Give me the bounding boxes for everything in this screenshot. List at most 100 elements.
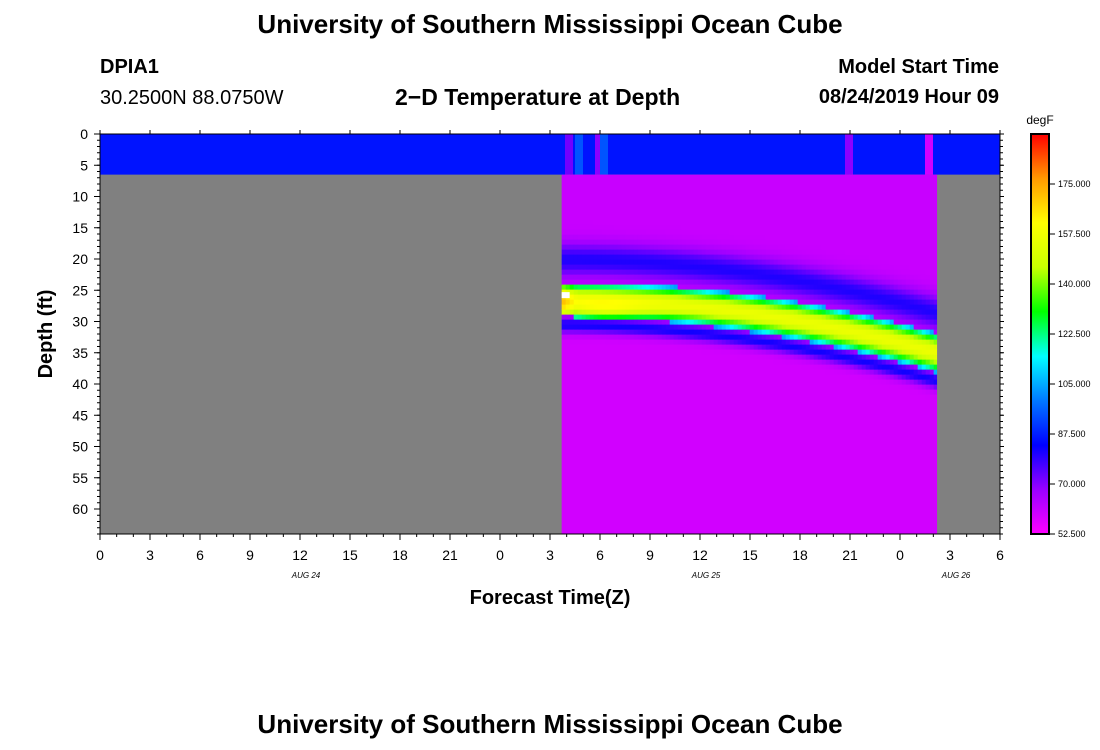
heatmap-cell bbox=[901, 184, 907, 191]
heatmap-cell bbox=[681, 359, 687, 366]
heatmap-cell bbox=[893, 214, 899, 221]
heatmap-cell bbox=[777, 249, 783, 256]
heatmap-cell bbox=[653, 254, 659, 261]
heatmap-cell bbox=[781, 264, 787, 271]
heatmap-cell bbox=[897, 384, 903, 391]
heatmap-cell bbox=[901, 209, 907, 216]
heatmap-cell bbox=[893, 409, 899, 416]
heatmap-cell bbox=[677, 204, 683, 211]
heatmap-cell bbox=[797, 384, 803, 391]
heatmap-cell bbox=[649, 374, 655, 381]
heatmap-cell bbox=[809, 209, 815, 216]
heatmap-cell bbox=[829, 379, 835, 386]
heatmap-cell bbox=[653, 184, 659, 191]
heatmap-cell bbox=[837, 249, 843, 256]
heatmap-cell bbox=[645, 379, 651, 386]
heatmap-cell bbox=[589, 209, 595, 216]
heatmap-cell bbox=[733, 294, 739, 301]
heatmap-cell bbox=[561, 199, 567, 206]
heatmap-cell bbox=[781, 359, 787, 366]
heatmap-cell bbox=[753, 214, 759, 221]
heatmap-cell bbox=[625, 384, 631, 391]
heatmap-cell bbox=[625, 314, 631, 321]
heatmap-cell bbox=[873, 299, 879, 306]
heatmap-cell bbox=[621, 394, 627, 401]
heatmap-cell bbox=[925, 359, 931, 366]
heatmap-cell bbox=[841, 364, 847, 371]
heatmap-cell bbox=[565, 264, 571, 271]
heatmap-cell bbox=[641, 419, 647, 426]
heatmap-cell bbox=[573, 339, 579, 346]
heatmap-cell bbox=[849, 364, 855, 371]
heatmap-cell bbox=[921, 294, 927, 301]
heatmap-cell bbox=[641, 384, 647, 391]
heatmap-cell bbox=[697, 434, 703, 441]
heatmap-cell bbox=[633, 199, 639, 206]
heatmap-cell bbox=[925, 339, 931, 346]
heatmap-cell bbox=[837, 174, 843, 181]
heatmap-cell bbox=[773, 384, 779, 391]
heatmap-cell bbox=[837, 289, 843, 296]
heatmap-cell bbox=[709, 419, 715, 426]
heatmap-cell bbox=[929, 214, 935, 221]
heatmap-cell bbox=[749, 279, 755, 286]
heatmap-cell bbox=[785, 254, 791, 261]
heatmap-cell bbox=[565, 184, 571, 191]
heatmap-cell bbox=[913, 289, 919, 296]
heatmap-cell bbox=[929, 224, 935, 231]
heatmap-cell bbox=[869, 289, 875, 296]
heatmap-cell bbox=[845, 374, 851, 381]
heatmap-cell bbox=[809, 219, 815, 226]
heatmap-cell bbox=[689, 314, 695, 321]
heatmap-cell bbox=[913, 249, 919, 256]
heatmap-cell bbox=[913, 359, 919, 366]
heatmap-cell bbox=[657, 194, 663, 201]
heatmap-cell bbox=[897, 214, 903, 221]
heatmap-cell bbox=[669, 424, 675, 431]
heatmap-cell bbox=[917, 424, 923, 431]
heatmap-cell bbox=[833, 189, 839, 196]
heatmap-cell bbox=[789, 264, 795, 271]
heatmap-cell bbox=[817, 279, 823, 286]
heatmap-cell bbox=[893, 189, 899, 196]
heatmap-cell bbox=[873, 379, 879, 386]
heatmap-cell bbox=[765, 389, 771, 396]
heatmap-cell bbox=[929, 174, 935, 181]
heatmap-cell bbox=[633, 364, 639, 371]
heatmap-cell bbox=[717, 259, 723, 266]
heatmap-cell bbox=[801, 369, 807, 376]
heatmap-cell bbox=[709, 269, 715, 276]
heatmap-cell bbox=[873, 239, 879, 246]
heatmap-cell bbox=[653, 354, 659, 361]
heatmap-cell bbox=[833, 294, 839, 301]
heatmap-cell bbox=[769, 394, 775, 401]
heatmap-cell bbox=[653, 394, 659, 401]
heatmap-cell bbox=[761, 409, 767, 416]
heatmap-cell bbox=[901, 244, 907, 251]
heatmap-cell bbox=[841, 249, 847, 256]
heatmap-cell bbox=[709, 279, 715, 286]
heatmap-cell bbox=[857, 259, 863, 266]
heatmap-cell bbox=[925, 209, 931, 216]
heatmap-cell bbox=[865, 409, 871, 416]
heatmap-cell bbox=[777, 354, 783, 361]
heatmap-cell bbox=[789, 434, 795, 441]
heatmap-cell bbox=[861, 284, 867, 291]
heatmap-cell bbox=[573, 239, 579, 246]
heatmap-cell bbox=[849, 184, 855, 191]
heatmap-cell bbox=[817, 194, 823, 201]
heatmap-cell bbox=[661, 314, 667, 321]
heatmap-cell bbox=[877, 304, 883, 311]
heatmap-cell bbox=[625, 224, 631, 231]
heatmap-cell bbox=[757, 394, 763, 401]
heatmap-cell bbox=[721, 184, 727, 191]
heatmap-cell bbox=[685, 399, 691, 406]
heatmap-cell bbox=[717, 384, 723, 391]
heatmap-cell bbox=[693, 279, 699, 286]
heatmap-cell bbox=[845, 284, 851, 291]
heatmap-cell bbox=[825, 294, 831, 301]
heatmap-cell bbox=[665, 254, 671, 261]
heatmap-cell bbox=[597, 344, 603, 351]
heatmap-cell bbox=[737, 404, 743, 411]
heatmap-cell bbox=[745, 204, 751, 211]
